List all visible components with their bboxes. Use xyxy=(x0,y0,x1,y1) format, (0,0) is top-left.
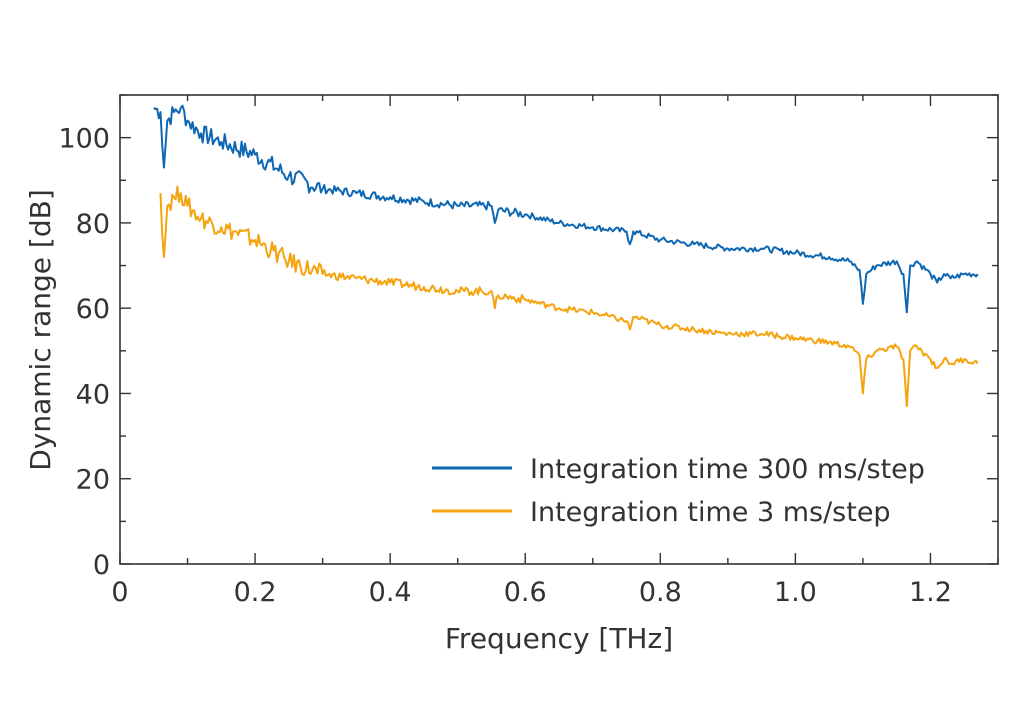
y-axis-label: Dynamic range [dB] xyxy=(24,189,57,471)
x-tick-label: 0.8 xyxy=(639,577,682,608)
y-tick-label: 20 xyxy=(76,465,110,496)
legend-label: Integration time 300 ms/step xyxy=(530,454,925,485)
x-tick-label: 0.6 xyxy=(504,577,547,608)
x-tick-label: 0.4 xyxy=(369,577,412,608)
y-tick-label: 60 xyxy=(76,294,110,325)
y-tick-label: 40 xyxy=(76,379,110,410)
legend-label: Integration time 3 ms/step xyxy=(530,497,891,528)
series-line xyxy=(159,185,979,408)
plot-frame xyxy=(119,94,999,565)
y-tick-label: 100 xyxy=(58,124,110,155)
x-axis: 0 0.2 0.4 0.6 0.8 1.0 1.2 xyxy=(111,95,999,608)
y-axis: 0 20 40 60 80 100 xyxy=(58,94,998,581)
series-layer xyxy=(153,104,979,408)
x-axis-label: Frequency [THz] xyxy=(445,622,673,655)
x-tick-label: 0.2 xyxy=(234,577,277,608)
y-tick-label: 0 xyxy=(93,550,110,581)
x-tick-label: 1.0 xyxy=(774,577,817,608)
x-tick-label: 1.2 xyxy=(909,577,952,608)
y-tick-label: 80 xyxy=(76,209,110,240)
series-line xyxy=(153,104,979,314)
x-tick-label: 0 xyxy=(111,577,128,608)
legend: Integration time 300 ms/step Integration … xyxy=(432,454,925,528)
